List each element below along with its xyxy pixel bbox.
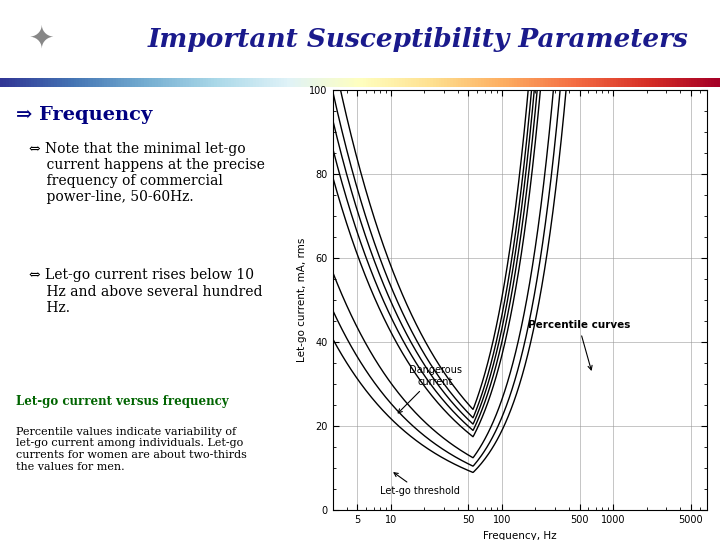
Text: Dangerous
current: Dangerous current [398,365,462,413]
Text: Let-go threshold: Let-go threshold [380,472,460,496]
Text: ⇔ Let-go current rises below 10
    Hz and above several hundred
    Hz.: ⇔ Let-go current rises below 10 Hz and a… [29,268,262,315]
Text: Percentile values indicate variability of
let-go current among individuals. Let-: Percentile values indicate variability o… [16,427,247,471]
X-axis label: Frequency, Hz: Frequency, Hz [483,531,557,540]
Text: ✦: ✦ [29,25,54,53]
Text: ⇒ Frequency: ⇒ Frequency [16,106,152,124]
Text: Percentile curves: Percentile curves [528,320,630,370]
Text: ⇔ Note that the minimal let-go
    current happens at the precise
    frequency : ⇔ Note that the minimal let-go current h… [29,142,265,204]
Text: Important Susceptibility Parameters: Important Susceptibility Parameters [147,26,688,52]
Y-axis label: Let-go current, mA, rms: Let-go current, mA, rms [297,238,307,362]
Text: Let-go current versus frequency: Let-go current versus frequency [16,395,228,408]
